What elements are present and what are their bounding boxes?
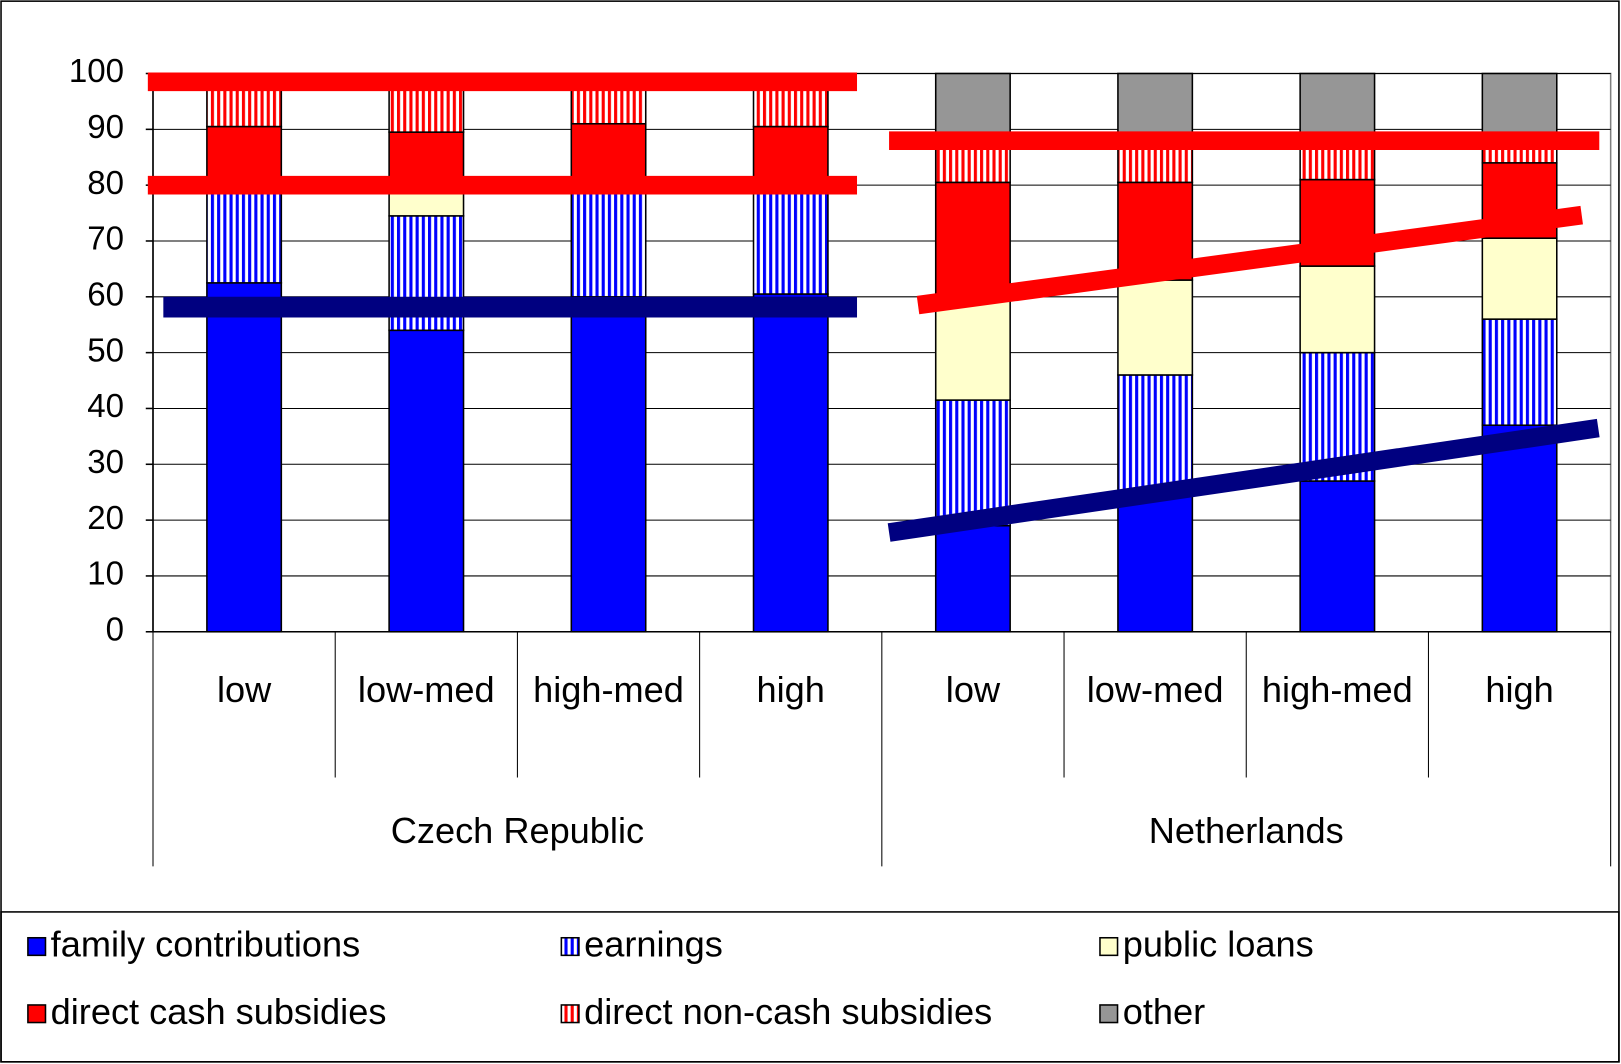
bar-segment [1299, 480, 1376, 633]
y-tick-label: 0 [106, 611, 124, 648]
legend-swatch [1099, 936, 1119, 957]
bar-segment [934, 181, 1011, 301]
y-tick-label: 40 [87, 388, 124, 425]
bar-segment [1481, 237, 1558, 320]
bar-segment [388, 329, 465, 633]
x-tick-label-box: high [756, 670, 825, 711]
bar-segment [1117, 491, 1194, 633]
y-tick-label: 10 [87, 556, 124, 593]
x-tick-label-box: low-med [357, 670, 495, 711]
bar-segment [934, 399, 1011, 527]
x-tick-label-box: low [945, 670, 1001, 711]
annotation-line [916, 205, 1583, 315]
bar-segment [934, 524, 1011, 633]
y-tick-label: 20 [87, 500, 124, 537]
y-tick-label: 50 [87, 332, 124, 369]
bar-segment [1299, 72, 1376, 136]
x-tick-label: low-med [357, 670, 495, 711]
y-tick-label: 100 [69, 53, 124, 90]
annotation-line [887, 418, 1600, 542]
y-tick-label: 90 [87, 109, 124, 146]
bar-segment [752, 293, 829, 633]
x-tick-label-box: low-med [1086, 670, 1224, 711]
x-tick-label: low-med [1086, 670, 1224, 711]
bar-segment [570, 184, 647, 298]
annotations [147, 72, 1600, 542]
x-tick-label: high [1485, 670, 1554, 711]
x-tick-label-box: high-med [1261, 670, 1413, 711]
y-tick-label: 30 [87, 444, 124, 481]
bar-segment [1481, 424, 1558, 633]
bar-segment [1481, 318, 1558, 426]
x-tick-label-box: high [1485, 670, 1554, 711]
legend-label: earnings [584, 924, 723, 965]
bar-segment [752, 184, 829, 295]
legend-label: other [1123, 991, 1205, 1032]
bar-segment [1481, 72, 1558, 136]
y-tick-label: 80 [87, 165, 124, 202]
x-tick-label: high-med [533, 670, 684, 711]
legend-swatch [27, 1004, 47, 1024]
bar-segment [1117, 374, 1194, 493]
legend-label: direct cash subsidies [51, 991, 387, 1032]
bar-segment [1117, 279, 1194, 376]
bar-segment [1117, 72, 1194, 136]
legend-label: direct non-cash subsidies [584, 991, 992, 1032]
legend-swatch [27, 936, 47, 957]
group-label: Netherlands [1149, 810, 1344, 851]
legend-swatch [560, 936, 580, 957]
group-label: Czech Republic [391, 810, 644, 851]
bar-segment [206, 282, 283, 633]
x-tick-label: low [216, 670, 272, 711]
bar-segment [934, 72, 1011, 136]
legend-swatch [1099, 1004, 1119, 1024]
x-tick-label-box: high-med [533, 670, 684, 711]
bar-segment [206, 184, 283, 284]
bar-segment [934, 298, 1011, 401]
y-tick-label: 70 [87, 221, 124, 258]
y-tick-label: 60 [87, 277, 124, 314]
legend-label: public loans [1123, 924, 1314, 965]
legend-box [0, 911, 1620, 1063]
bar-segment [1299, 265, 1376, 354]
x-tick-label: high-med [1261, 670, 1413, 711]
x-tick-label-box: low [216, 670, 272, 711]
x-tick-label: high [756, 670, 825, 711]
legend-label: family contributions [51, 924, 361, 965]
bar-segment [570, 296, 647, 633]
x-tick-label: low [945, 670, 1001, 711]
legend-swatch [560, 1004, 580, 1024]
